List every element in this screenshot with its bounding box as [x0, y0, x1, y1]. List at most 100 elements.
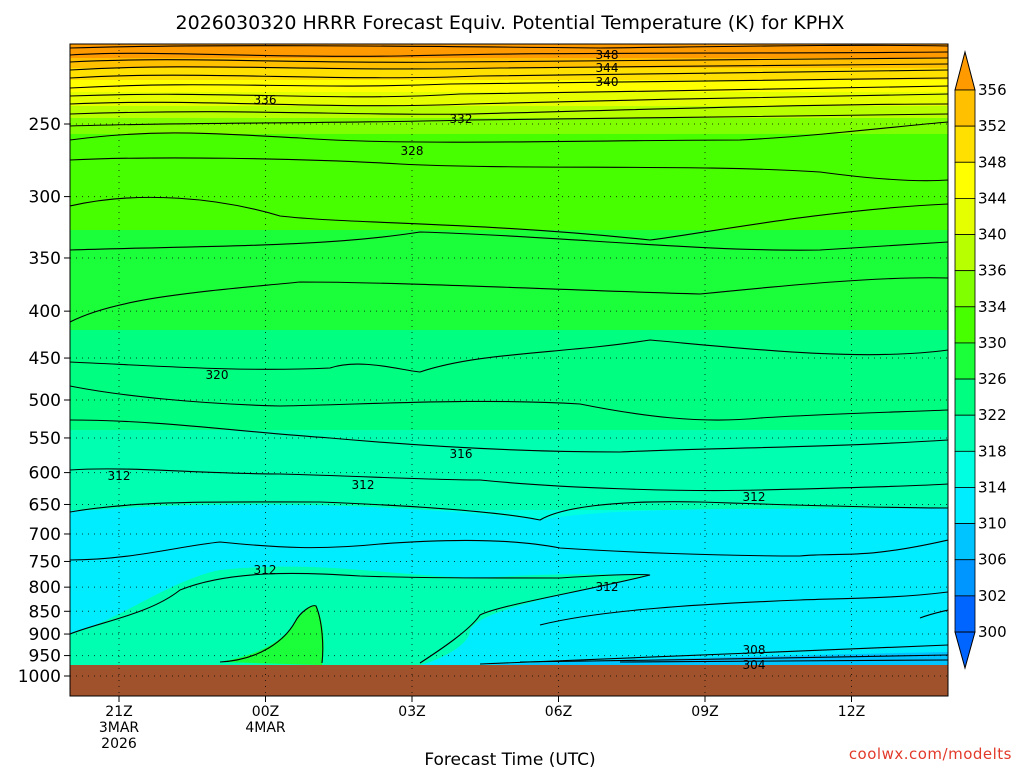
contour-line	[70, 77, 948, 89]
contour-line	[70, 51, 948, 57]
colorbar-label: 310	[978, 515, 1007, 533]
colorbar-segment	[954, 450, 976, 488]
y-tick-label: 700	[29, 525, 61, 545]
contour-line	[919, 609, 948, 619]
y-tick-label: 600	[29, 464, 61, 484]
colorbar-label: 302	[978, 587, 1007, 605]
colorbar-segment	[954, 197, 976, 235]
contour-label: 312	[254, 563, 277, 577]
y-tick-label: 300	[29, 188, 61, 208]
contour-label: 308	[743, 643, 766, 657]
colorbar-label: 348	[978, 153, 1007, 171]
contour-line	[70, 468, 948, 492]
contour-line	[70, 419, 948, 453]
fill-band	[70, 230, 948, 330]
colorbar-segment	[954, 306, 976, 344]
y-tick-label: 500	[29, 391, 61, 411]
colorbar-segment	[954, 125, 976, 163]
colorbar-label: 344	[978, 189, 1007, 207]
fill-band	[70, 118, 948, 134]
chart-title: 2026030320 HRRR Forecast Equiv. Potentia…	[176, 12, 845, 34]
contour-label: 344	[596, 61, 619, 75]
fill-band	[70, 106, 948, 118]
contour-line	[219, 605, 324, 664]
y-tick-label: 900	[29, 625, 61, 645]
grid-lines	[70, 44, 948, 696]
contour-line	[70, 103, 948, 115]
x-tick-label: 21Z	[105, 704, 132, 720]
contour-line	[619, 659, 948, 663]
contour-label: 320	[206, 368, 229, 382]
colorbar-label: 330	[978, 334, 1007, 352]
contour-label: 316	[450, 447, 473, 461]
y-tick-label: 1000	[18, 667, 61, 687]
contour-lines	[70, 44, 948, 665]
contour-label: 304	[743, 658, 766, 672]
colorbar-segment	[954, 234, 976, 272]
colorbar-segment	[954, 559, 976, 597]
x-tick-label: 12Z	[838, 704, 865, 720]
contour-line	[70, 539, 948, 561]
fill-region	[220, 605, 324, 665]
x-axis-label: Forecast Time (UTC)	[424, 750, 595, 768]
contour-line	[70, 501, 948, 521]
fill-region	[70, 566, 650, 665]
credit-text: coolwx.com/modelts	[849, 745, 1012, 763]
contour-line	[70, 63, 948, 71]
colorbar-segment	[954, 523, 976, 561]
y-tick-label: 850	[29, 602, 61, 622]
colorbar-segment	[954, 270, 976, 308]
colorbar-label: 336	[978, 262, 1007, 280]
contour-label: 348	[596, 48, 619, 62]
ground	[70, 665, 948, 696]
y-tick-label: 550	[29, 429, 61, 449]
colorbar-segment	[954, 378, 976, 416]
contour-label: 312	[596, 580, 619, 594]
y-tick-label: 250	[29, 115, 61, 135]
contour-label: 328	[401, 144, 424, 158]
contour-line	[70, 121, 948, 143]
colorbar-label: 318	[978, 442, 1007, 460]
x-tick-label: 03Z	[398, 704, 425, 720]
fill-region	[480, 598, 948, 665]
colorbar-label: 356	[978, 81, 1007, 99]
fill-band	[70, 330, 948, 430]
colorbar-segment	[954, 414, 976, 452]
colorbar-label: 322	[978, 406, 1007, 424]
contour-line	[519, 654, 948, 663]
contour-label: 312	[352, 478, 375, 492]
colorbar-segment	[954, 161, 976, 199]
colorbar-label: 352	[978, 117, 1007, 135]
colorbar: 356 352 348 344 340 336 334 330 326 322 318 314 310 3…	[954, 50, 1007, 670]
fill-region	[480, 652, 948, 665]
fill-band	[70, 68, 948, 80]
colorbar-segment	[954, 89, 976, 127]
x-tick-label: 2026	[101, 736, 137, 752]
contour-line	[70, 277, 948, 323]
contour-line	[70, 113, 948, 127]
contour-line	[539, 591, 948, 626]
contour-label: 332	[450, 112, 473, 126]
contour-line	[70, 57, 948, 63]
contour-line	[70, 196, 948, 241]
y-tick-label: 950	[29, 647, 61, 667]
contour-line	[70, 44, 948, 49]
colorbar-label: 334	[978, 298, 1007, 316]
contour-label: 336	[254, 93, 277, 107]
contour-line	[70, 69, 948, 79]
contour-label: 312	[743, 490, 766, 504]
x-tick-label: 09Z	[691, 704, 718, 720]
y-tick-label: 650	[29, 495, 61, 515]
y-tick-label: 400	[29, 302, 61, 322]
y-tick-label: 350	[29, 249, 61, 269]
plot-frame	[69, 43, 949, 697]
colorbar-bottom-arrow	[954, 631, 976, 670]
contour-line	[70, 157, 948, 182]
x-tick-label: 4MAR	[245, 720, 286, 736]
x-tick-label: 3MAR	[99, 720, 140, 736]
contour-line	[70, 572, 651, 664]
contour-line	[70, 339, 948, 373]
colorbar-label: 340	[978, 226, 1007, 244]
